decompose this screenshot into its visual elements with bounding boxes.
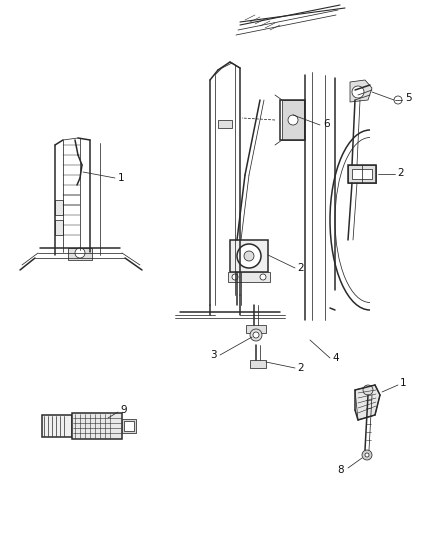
- Bar: [352, 169, 372, 179]
- Polygon shape: [55, 220, 63, 235]
- Circle shape: [363, 385, 373, 395]
- Bar: [246, 325, 266, 333]
- Circle shape: [232, 274, 238, 280]
- Bar: [230, 240, 268, 272]
- Circle shape: [260, 274, 266, 280]
- Text: 2: 2: [297, 363, 304, 373]
- Circle shape: [237, 244, 261, 268]
- Text: 1: 1: [400, 378, 406, 388]
- Bar: [218, 120, 232, 128]
- Text: 1: 1: [118, 173, 125, 183]
- Circle shape: [365, 453, 369, 457]
- Text: 4: 4: [332, 353, 339, 363]
- Text: 5: 5: [405, 93, 412, 103]
- Text: 2: 2: [297, 263, 304, 273]
- Polygon shape: [350, 80, 372, 102]
- Circle shape: [394, 96, 402, 104]
- Bar: [348, 165, 376, 183]
- Circle shape: [250, 329, 262, 341]
- Bar: [280, 100, 305, 140]
- Circle shape: [75, 248, 85, 258]
- Polygon shape: [355, 385, 380, 420]
- Text: 2: 2: [397, 168, 404, 178]
- Text: 9: 9: [120, 405, 127, 415]
- Bar: [42, 415, 72, 437]
- Circle shape: [362, 450, 372, 460]
- Bar: [72, 413, 122, 439]
- Circle shape: [244, 251, 254, 261]
- Bar: [228, 272, 270, 282]
- Text: 3: 3: [210, 350, 217, 360]
- Bar: [124, 421, 134, 431]
- Polygon shape: [55, 200, 63, 215]
- Bar: [68, 248, 92, 260]
- Circle shape: [288, 115, 298, 125]
- Text: 8: 8: [337, 465, 344, 475]
- Circle shape: [352, 86, 364, 98]
- Circle shape: [253, 332, 259, 338]
- Bar: [250, 360, 266, 368]
- Text: 6: 6: [323, 119, 330, 129]
- Bar: [122, 419, 136, 433]
- Bar: [282, 100, 304, 140]
- Bar: [348, 165, 376, 183]
